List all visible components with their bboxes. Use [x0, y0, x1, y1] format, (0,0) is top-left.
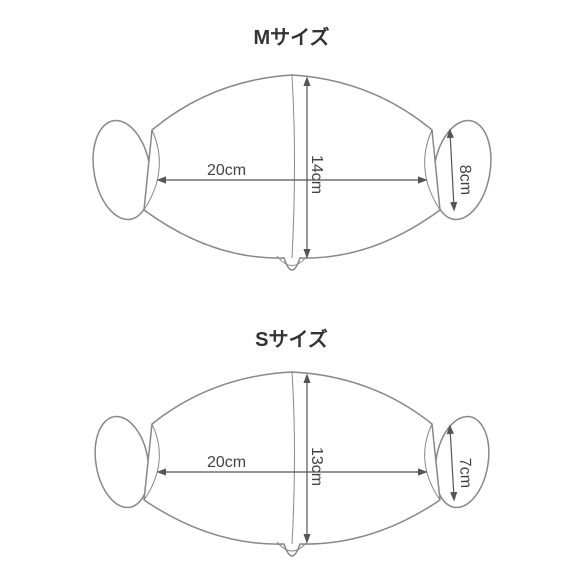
mask-s-side-label: 7cm: [456, 457, 474, 488]
mask-m-section: Mサイズ 20cm 14cm 8cm: [52, 21, 532, 280]
mask-s-title: Sサイズ: [255, 323, 328, 352]
mask-m-height-label: 14cm: [308, 155, 325, 194]
mask-m-side-label: 8cm: [456, 165, 474, 196]
mask-m-width-label: 20cm: [207, 162, 246, 179]
mask-s-width-label: 20cm: [207, 454, 246, 471]
mask-s-section: Sサイズ 20cm 13cm 7cm: [52, 323, 532, 562]
mask-m-diagram: 20cm 14cm 8cm: [52, 60, 532, 280]
mask-m-title: Mサイズ: [253, 21, 329, 50]
mask-s-height-label: 13cm: [308, 447, 325, 486]
mask-s-diagram: 20cm 13cm 7cm: [52, 362, 532, 562]
